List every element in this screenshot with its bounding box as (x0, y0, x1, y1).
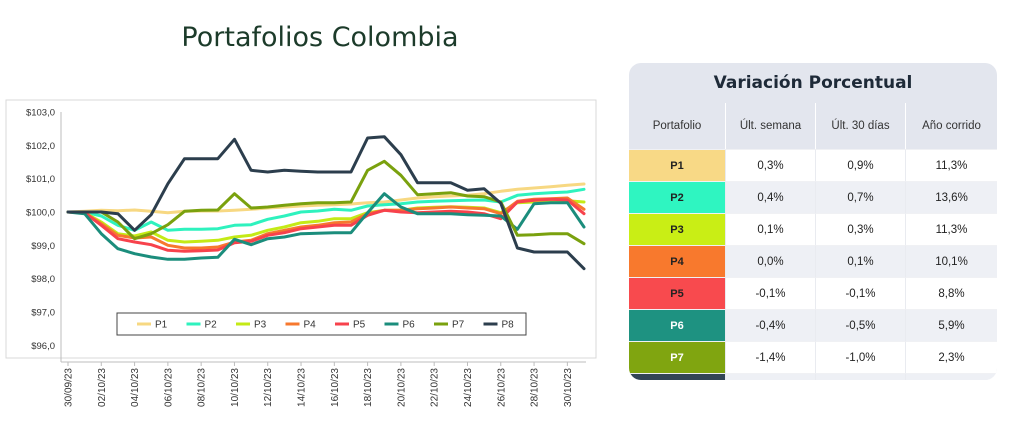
x-tick-label: 24/10/23 (463, 368, 474, 407)
series-line-p7 (66, 159, 586, 246)
variation-table: Portafolio Últ. semana Últ. 30 días Año … (629, 103, 997, 380)
x-tick-label: 26/10/23 (496, 368, 507, 407)
legend-label-p2: P2 (205, 320, 218, 331)
ytd-change-cell: 10,1% (905, 245, 997, 277)
month-change-cell: 0,1% (815, 245, 905, 277)
y-tick-label: $103,0 (26, 108, 55, 119)
header-ano-corrido: Año corrido (905, 103, 997, 149)
x-tick-label: 30/09/23 (64, 368, 75, 407)
header-portafolio: Portafolio (629, 103, 725, 149)
series-line-p4 (66, 196, 586, 250)
x-tick-label: 10/10/23 (230, 368, 241, 407)
y-tick-label: $101,0 (26, 174, 55, 185)
table-row: P2 0,4% 0,7% 13,6% (629, 181, 997, 213)
x-tick-label: 06/10/23 (163, 368, 174, 407)
week-change-cell: -0,1% (725, 277, 815, 309)
month-change-cell: 0,9% (815, 149, 905, 181)
portfolio-name-cell: P3 (629, 213, 725, 245)
portfolio-name-cell: P7 (629, 341, 725, 373)
x-tick-label: 02/10/23 (97, 368, 108, 407)
portfolio-name-cell: P1 (629, 149, 725, 181)
table-row: P3 0,1% 0,3% 11,3% (629, 213, 997, 245)
header-ult-semana: Últ. semana (725, 103, 815, 149)
x-tick-label: 14/10/23 (297, 368, 308, 407)
table-row: P5 -0,1% -0,1% 8,8% (629, 277, 997, 309)
series-line-p6 (66, 192, 586, 261)
y-tick-label: $97,0 (31, 308, 55, 319)
table-row: P1 0,3% 0,9% 11,3% (629, 149, 997, 181)
legend-label-p5: P5 (353, 320, 366, 331)
table-row: P4 0,0% 0,1% 10,1% (629, 245, 997, 277)
series-line-p8 (66, 135, 586, 271)
table-title: Variación Porcentual (713, 73, 913, 93)
header-ult-30-dias: Últ. 30 días (815, 103, 905, 149)
x-tick-label: 22/10/23 (430, 368, 441, 407)
week-change-cell: -0,4% (725, 309, 815, 341)
legend-label-p6: P6 (403, 320, 416, 331)
series-line-p5 (66, 197, 586, 253)
month-change-cell: -0,1% (815, 277, 905, 309)
ytd-change-cell: 11,3% (905, 213, 997, 245)
ytd-change-cell: 11,3% (905, 149, 997, 181)
y-tick-label: $102,0 (26, 141, 55, 152)
x-tick-label: 28/10/23 (530, 368, 541, 407)
ytd-change-cell: 8,8% (905, 277, 997, 309)
y-tick-label: $96,0 (31, 341, 55, 352)
ytd-change-cell: 5,9% (905, 309, 997, 341)
portfolio-name-cell: P8 (629, 373, 725, 380)
week-change-cell: 0,1% (725, 213, 815, 245)
x-tick-label: 16/10/23 (330, 368, 341, 407)
portfolio-name-cell: P2 (629, 181, 725, 213)
x-tick-label: 04/10/23 (130, 368, 141, 407)
y-tick-label: $98,0 (31, 274, 55, 285)
month-change-cell: -1,7% (815, 373, 905, 380)
week-change-cell: 0,3% (725, 149, 815, 181)
week-change-cell: -1,4% (725, 341, 815, 373)
portfolio-name-cell: P4 (629, 245, 725, 277)
month-change-cell: 0,3% (815, 213, 905, 245)
ytd-change-cell: 13,6% (905, 181, 997, 213)
x-tick-label: 08/10/23 (197, 368, 208, 407)
month-change-cell: -0,5% (815, 309, 905, 341)
legend-label-p1: P1 (155, 320, 168, 331)
table-header-row: Portafolio Últ. semana Últ. 30 días Año … (629, 103, 997, 149)
line-chart: $96,0 $97,0 $98,0 $99,0 $100,0 $101,0 $102,0 $1… (5, 99, 597, 407)
month-change-cell: 0,7% (815, 181, 905, 213)
week-change-cell: 0,4% (725, 181, 815, 213)
portfolio-name-cell: P5 (629, 277, 725, 309)
ytd-change-cell: 2,3% (905, 341, 997, 373)
x-tick-label: 12/10/23 (263, 368, 274, 407)
legend-label-p4: P4 (304, 320, 317, 331)
ytd-change-cell: -3,2% (905, 373, 997, 380)
legend-box (116, 312, 527, 336)
chart-title: Portafolios Colombia (181, 22, 459, 53)
week-change-cell: -2,3% (725, 373, 815, 380)
x-tick-label: 30/10/23 (563, 368, 574, 407)
plot-area-border (5, 99, 597, 359)
table-row: P7 -1,4% -1,0% 2,3% (629, 341, 997, 373)
legend-label-p3: P3 (254, 320, 267, 331)
portfolio-name-cell: P6 (629, 309, 725, 341)
legend-label-p7: P7 (452, 320, 465, 331)
variation-table-panel: Variación Porcentual Portafolio Últ. sem… (629, 63, 997, 380)
y-tick-label: $99,0 (31, 241, 55, 252)
week-change-cell: 0,0% (725, 245, 815, 277)
x-tick-label: 20/10/23 (396, 368, 407, 407)
y-tick-label: $100,0 (26, 208, 55, 219)
table-row: P6 -0,4% -0,5% 5,9% (629, 309, 997, 341)
legend-label-p8: P8 (502, 320, 515, 331)
month-change-cell: -1,0% (815, 341, 905, 373)
x-tick-label: 18/10/23 (363, 368, 374, 407)
table-row: P8-2,3%-1,7%-3,2% (629, 373, 997, 380)
